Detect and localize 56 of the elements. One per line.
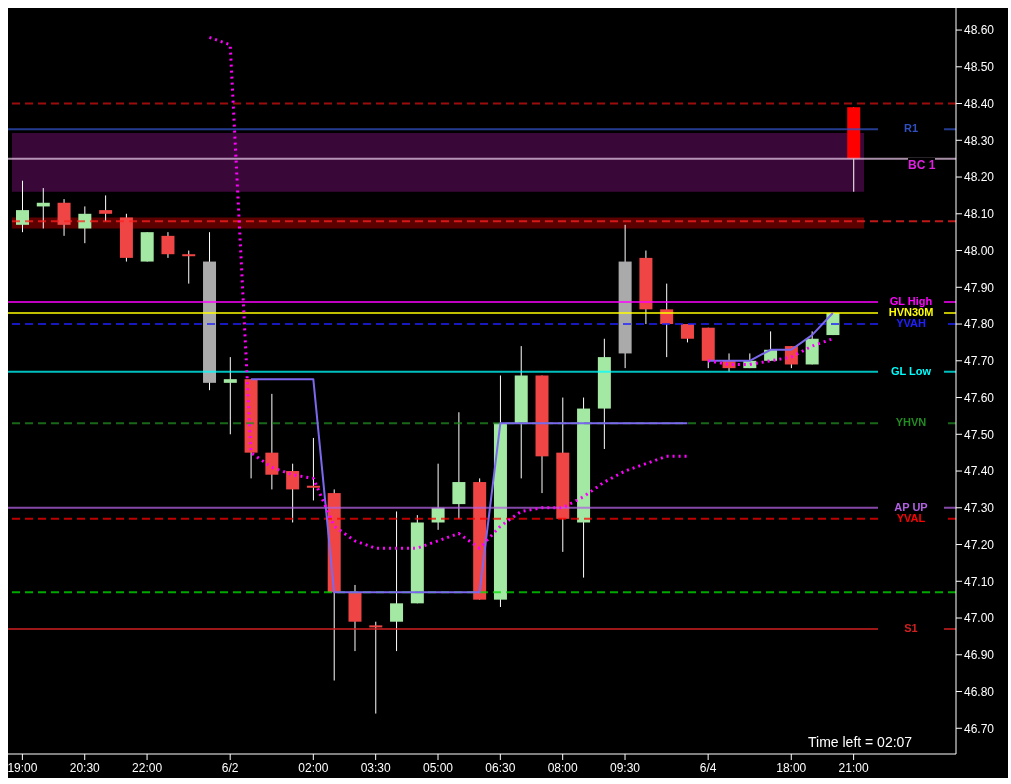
y-tick-label: 48.50 bbox=[964, 60, 995, 75]
y-tick-label: 47.00 bbox=[964, 611, 995, 626]
x-tick-label: 02:00 bbox=[298, 761, 329, 775]
x-tick-label: 09:30 bbox=[610, 761, 641, 775]
annotation: Time left = 02:07 bbox=[808, 734, 913, 750]
y-tick-label: 48.60 bbox=[964, 23, 995, 38]
y-tick-label: 47.90 bbox=[964, 280, 995, 295]
candlestick bbox=[306, 437, 320, 501]
y-tick-label: 48.40 bbox=[964, 96, 995, 111]
candlestick bbox=[161, 231, 175, 259]
y-tick-label: 48.10 bbox=[964, 207, 995, 222]
candlestick bbox=[680, 323, 694, 343]
x-tick-label: 21:00 bbox=[838, 761, 869, 775]
x-tick-label: 18:00 bbox=[776, 761, 807, 775]
candlestick bbox=[390, 510, 404, 652]
y-tick-label: 48.30 bbox=[964, 133, 995, 148]
candlestick bbox=[369, 621, 383, 715]
y-tick-label: 47.70 bbox=[964, 354, 995, 369]
y-tick-label: 46.70 bbox=[964, 721, 995, 736]
y-tick-label: 47.50 bbox=[964, 427, 995, 442]
y-tick-label: 47.30 bbox=[964, 501, 995, 516]
y-tick-label: 47.80 bbox=[964, 317, 995, 332]
y-tick-label: 46.80 bbox=[964, 684, 995, 699]
ref-line-label: S1 bbox=[904, 621, 918, 634]
x-tick-label: 03:30 bbox=[360, 761, 391, 775]
y-tick-label: 47.20 bbox=[964, 537, 995, 552]
y-tick-label: 47.60 bbox=[964, 390, 995, 405]
candlestick bbox=[286, 463, 300, 523]
ref-line-label: GL Low bbox=[890, 364, 932, 377]
ref-line-label: YVAL bbox=[896, 511, 926, 524]
x-tick-label: 20:30 bbox=[69, 761, 101, 775]
x-tick-label: 6/2 bbox=[221, 761, 239, 775]
x-tick-label: 22:00 bbox=[132, 761, 163, 775]
candlestick bbox=[182, 250, 196, 285]
candlestick bbox=[57, 198, 71, 237]
y-tick-label: 47.40 bbox=[964, 464, 995, 479]
y-tick-label: 46.90 bbox=[964, 648, 995, 663]
candlestick bbox=[99, 194, 113, 222]
ref-line-label: GL High bbox=[889, 294, 933, 307]
y-tick-label: 47.10 bbox=[964, 574, 995, 589]
ref-line-label: R1 bbox=[903, 122, 919, 135]
text: BC 1 bbox=[908, 158, 936, 172]
ref-line-label: YHVN bbox=[895, 416, 927, 429]
candlestick bbox=[223, 356, 237, 435]
candlestick bbox=[265, 393, 279, 490]
ref-line-label: AP UP bbox=[894, 500, 928, 513]
x-tick-label: 19:00 bbox=[7, 761, 38, 775]
y-tick-label: 48.00 bbox=[964, 243, 995, 258]
x-tick-label: 05:00 bbox=[422, 761, 454, 775]
candlestick bbox=[452, 411, 466, 520]
x-tick-label: 06:30 bbox=[485, 761, 516, 775]
candlestick bbox=[16, 180, 29, 233]
x-tick-label: 6/4 bbox=[699, 761, 717, 775]
x-tick-label: 08:00 bbox=[547, 761, 579, 775]
y-tick-label: 48.20 bbox=[964, 170, 995, 185]
ref-line-label: YVAH bbox=[896, 316, 926, 329]
